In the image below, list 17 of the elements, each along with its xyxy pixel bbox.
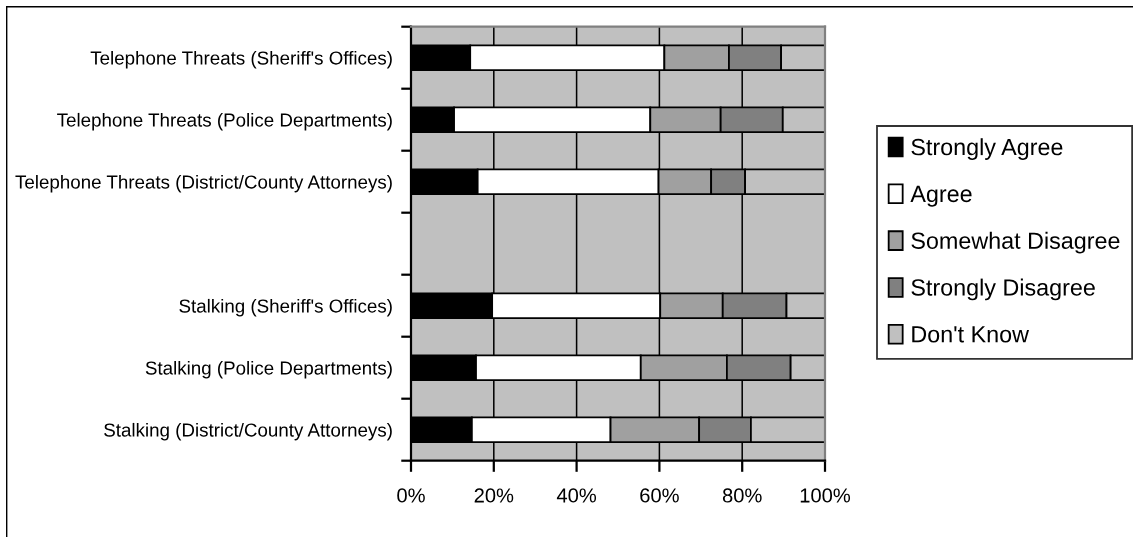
legend-label: Strongly Disagree — [911, 278, 1095, 301]
x-tick-label: 80% — [722, 488, 762, 503]
legend-label: Don't Know — [912, 326, 1030, 343]
y-tick-label: Telephone Threats (District/County Attorneys) — [15, 174, 392, 193]
x-tick-label: 60% — [640, 488, 679, 503]
legend-label: Agree — [910, 185, 972, 207]
y-tick-label: Stalking (District/County Attorneys) — [104, 422, 392, 441]
y-tick-label: Telephone Threats (Sheriff's Offices) — [90, 50, 392, 69]
legend-label: Strongly Agree — [911, 138, 1063, 160]
y-tick-label: Telephone Threats (Police Departments) — [57, 112, 392, 131]
x-tick-label: 0% — [397, 488, 425, 503]
legend-label: Somewhat Disagree — [911, 231, 1120, 254]
x-tick-label: 40% — [556, 488, 597, 503]
y-tick-label: Stalking (Sheriff's Offices) — [179, 298, 392, 317]
x-tick-label: 100% — [800, 488, 851, 503]
x-tick-label: 20% — [474, 488, 514, 503]
y-tick-label: Stalking (Police Departments) — [145, 360, 392, 379]
